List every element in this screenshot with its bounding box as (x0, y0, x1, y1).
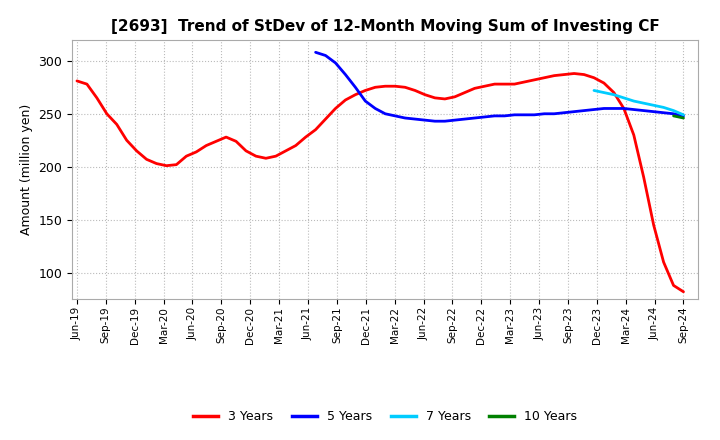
Legend: 3 Years, 5 Years, 7 Years, 10 Years: 3 Years, 5 Years, 7 Years, 10 Years (188, 405, 582, 428)
Title: [2693]  Trend of StDev of 12-Month Moving Sum of Investing CF: [2693] Trend of StDev of 12-Month Moving… (111, 19, 660, 34)
Y-axis label: Amount (million yen): Amount (million yen) (20, 104, 33, 235)
